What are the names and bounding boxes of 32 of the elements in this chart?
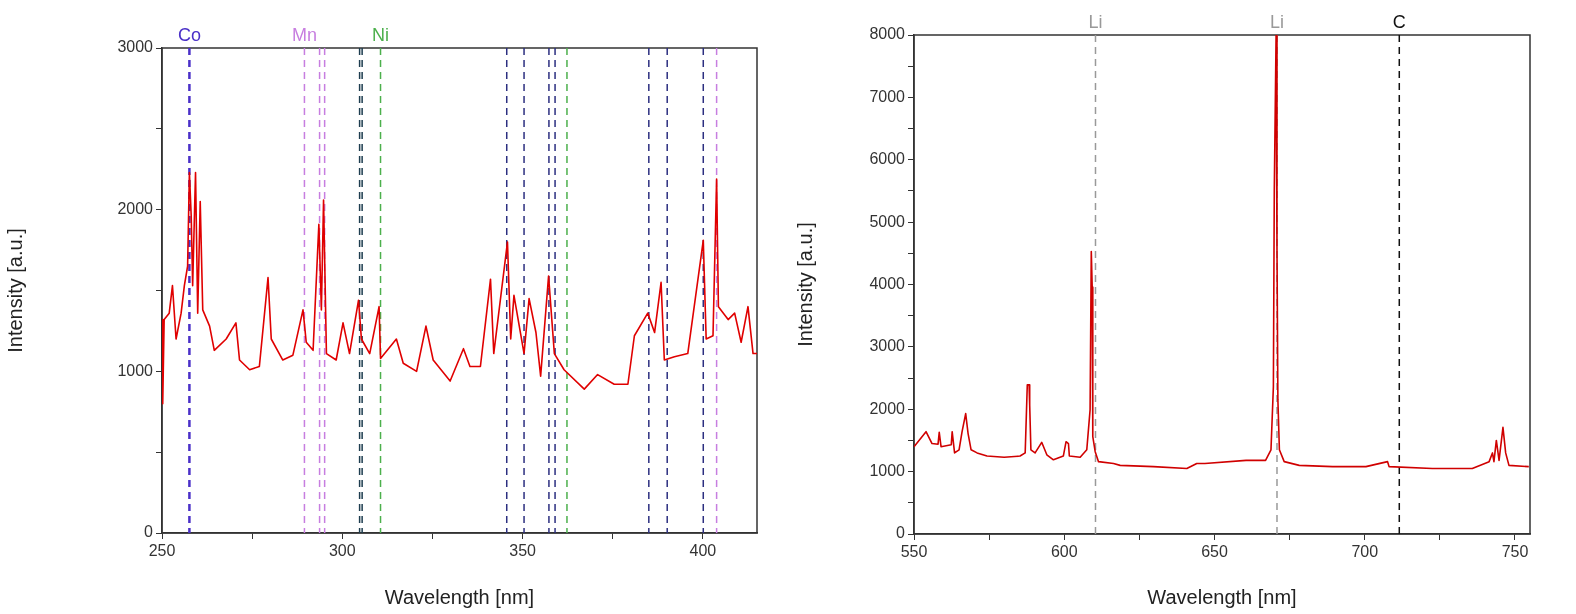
y-tick-label: 5000 bbox=[869, 212, 906, 230]
y-tick-label: 2000 bbox=[117, 200, 154, 218]
y-tick-label: 1000 bbox=[117, 361, 154, 379]
x-tick-label: 350 bbox=[509, 542, 537, 560]
ref-line-label: Li bbox=[1269, 11, 1284, 32]
y-tick-label: 0 bbox=[144, 523, 154, 541]
x-tick-label: 400 bbox=[689, 542, 717, 560]
y-tick-label: 8000 bbox=[869, 25, 906, 43]
x-tick-label: 700 bbox=[1351, 543, 1379, 561]
ref-line-label: C bbox=[1392, 11, 1406, 32]
ref-line-label: Li bbox=[1088, 11, 1103, 32]
y-axis-title: Intensity [a.u.] bbox=[3, 228, 26, 353]
y-tick-label: 7000 bbox=[869, 87, 906, 105]
ref-line-label: Co bbox=[177, 24, 201, 45]
y-tick-label: 1000 bbox=[869, 462, 906, 480]
x-tick-label: 250 bbox=[148, 542, 176, 560]
x-tick-label: 300 bbox=[328, 542, 356, 560]
y-tick-label: 3000 bbox=[869, 337, 906, 355]
x-tick-label: 600 bbox=[1050, 543, 1078, 561]
y-tick-label: 4000 bbox=[869, 274, 906, 292]
ref-line-label: Ni bbox=[372, 24, 390, 45]
y-tick-label: 6000 bbox=[869, 150, 906, 168]
x-tick-label: 650 bbox=[1201, 543, 1228, 561]
x-axis-title: Wavelength [nm] bbox=[384, 585, 535, 608]
y-tick-label: 3000 bbox=[117, 38, 154, 56]
x-tick-label: 550 bbox=[900, 543, 928, 561]
x-tick-label: 750 bbox=[1501, 543, 1529, 561]
y-tick-label: 0 bbox=[896, 524, 906, 542]
y-tick-label: 2000 bbox=[869, 399, 906, 417]
y-axis-title: Intensity [a.u.] bbox=[793, 222, 816, 347]
x-axis-title: Wavelength [nm] bbox=[1147, 585, 1297, 608]
ref-line-label: Mn bbox=[291, 24, 317, 45]
